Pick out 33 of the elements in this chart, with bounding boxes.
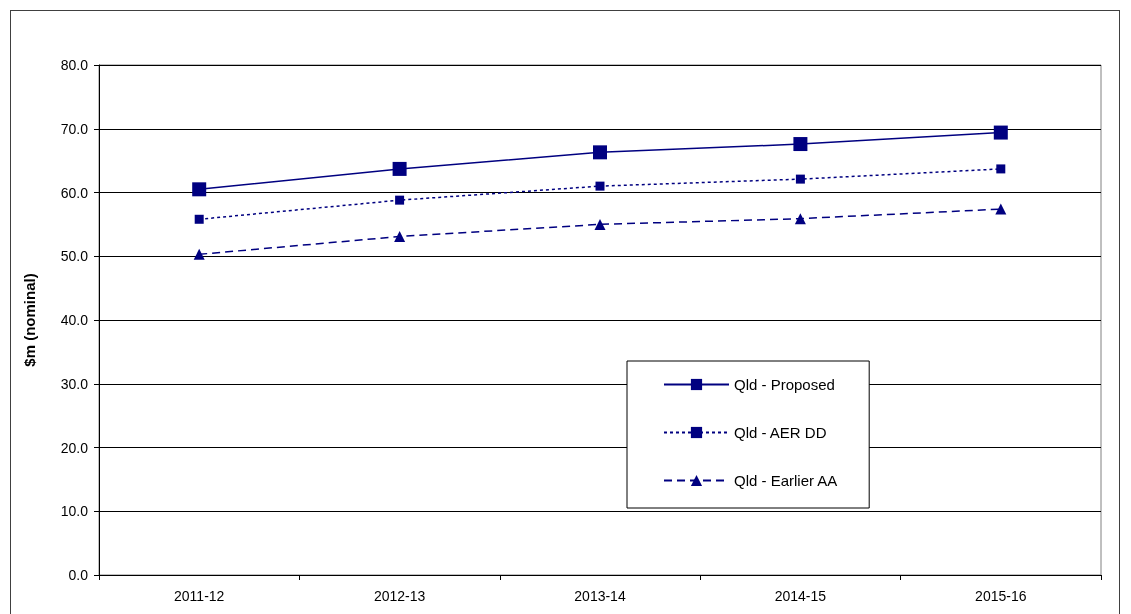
point xyxy=(993,125,1008,140)
legend-label: Qld - Earlier AA xyxy=(734,472,838,489)
point xyxy=(995,203,1007,215)
point xyxy=(795,174,805,184)
point xyxy=(595,181,605,191)
point xyxy=(192,182,207,197)
x-tick-label: 2015-16 xyxy=(975,588,1027,604)
x-tick-label: 2012-13 xyxy=(373,588,426,604)
y-tick-label: 70.0 xyxy=(60,120,89,137)
point xyxy=(793,137,808,152)
point xyxy=(394,230,406,242)
point xyxy=(392,161,407,176)
x-tick-label: 2013-14 xyxy=(574,588,626,604)
point xyxy=(593,145,607,160)
point xyxy=(194,214,204,224)
point xyxy=(395,195,405,205)
x-tick-label: 2011-12 xyxy=(174,588,225,604)
legend-label: Qld - AER DD xyxy=(734,424,827,441)
y-tick-label: 20.0 xyxy=(60,439,89,456)
y-tick-label: 60.0 xyxy=(60,184,89,201)
point xyxy=(996,164,1006,174)
x-tick-label: 2014-15 xyxy=(774,588,827,604)
point xyxy=(794,213,806,225)
y-tick-label: 30.0 xyxy=(60,375,89,392)
y-tick-label: 50.0 xyxy=(60,248,89,265)
y-tick-label: 40.0 xyxy=(60,312,89,328)
y-tick-label: 80.0 xyxy=(60,57,89,73)
y-tick-label: 0.0 xyxy=(68,567,89,583)
y-tick-label: 10.0 xyxy=(60,503,89,520)
y-axis-title: $m (nominal) xyxy=(21,273,38,367)
legend-label: Qld - Proposed xyxy=(734,376,835,393)
point xyxy=(594,218,606,230)
point xyxy=(193,248,205,260)
